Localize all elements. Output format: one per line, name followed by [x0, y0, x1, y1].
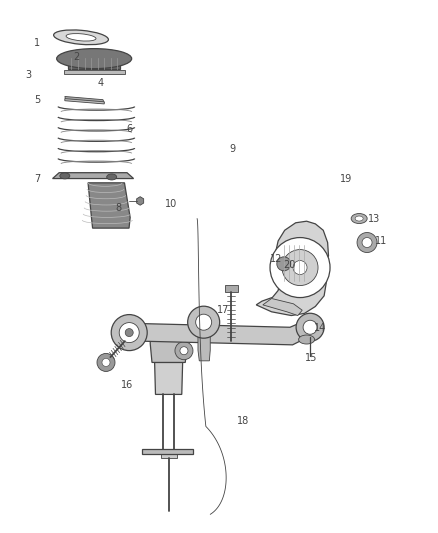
Circle shape	[187, 306, 220, 338]
Circle shape	[296, 313, 324, 341]
Text: 6: 6	[126, 124, 132, 134]
Polygon shape	[88, 183, 130, 228]
Circle shape	[282, 249, 318, 286]
Circle shape	[97, 353, 115, 372]
Text: 12: 12	[270, 254, 282, 263]
Ellipse shape	[299, 335, 314, 344]
Text: 1: 1	[34, 38, 40, 47]
Polygon shape	[198, 329, 210, 361]
Circle shape	[196, 314, 212, 330]
Polygon shape	[53, 173, 134, 179]
Text: 17: 17	[217, 305, 230, 315]
Circle shape	[303, 320, 317, 334]
Circle shape	[357, 232, 377, 253]
Text: 18: 18	[237, 416, 249, 426]
Text: 9: 9	[229, 144, 235, 154]
Circle shape	[111, 314, 147, 351]
Text: 14: 14	[314, 323, 326, 333]
Circle shape	[277, 257, 291, 271]
Ellipse shape	[60, 173, 70, 179]
Text: 20: 20	[283, 261, 295, 270]
Text: 15: 15	[305, 353, 317, 363]
Circle shape	[180, 346, 188, 355]
Polygon shape	[225, 285, 238, 292]
Text: 13: 13	[368, 214, 381, 223]
Circle shape	[362, 238, 372, 247]
Circle shape	[102, 358, 110, 367]
Ellipse shape	[107, 174, 117, 180]
Text: 4: 4	[98, 78, 104, 87]
Polygon shape	[65, 99, 104, 104]
Text: 19: 19	[340, 174, 352, 183]
Ellipse shape	[355, 216, 363, 221]
Ellipse shape	[351, 214, 367, 223]
Text: 7: 7	[34, 174, 40, 183]
Polygon shape	[64, 70, 125, 74]
Text: 10: 10	[165, 199, 177, 208]
Polygon shape	[263, 298, 302, 316]
Circle shape	[125, 328, 133, 337]
Circle shape	[175, 342, 193, 360]
Polygon shape	[155, 362, 183, 394]
Text: 5: 5	[34, 95, 40, 105]
Circle shape	[293, 261, 307, 274]
Ellipse shape	[57, 49, 132, 69]
Ellipse shape	[83, 49, 105, 58]
Ellipse shape	[66, 34, 96, 41]
Polygon shape	[139, 321, 312, 345]
Polygon shape	[65, 96, 104, 103]
Polygon shape	[142, 449, 193, 454]
Polygon shape	[256, 221, 328, 316]
Text: 2: 2	[74, 52, 80, 62]
Text: 8: 8	[115, 203, 121, 213]
Text: 11: 11	[375, 236, 387, 246]
Text: 16: 16	[121, 380, 133, 390]
Polygon shape	[137, 197, 144, 205]
Polygon shape	[161, 454, 177, 458]
Text: 3: 3	[25, 70, 32, 79]
Polygon shape	[150, 332, 187, 362]
Circle shape	[119, 322, 139, 343]
Ellipse shape	[53, 30, 109, 45]
Polygon shape	[68, 58, 120, 69]
Circle shape	[270, 238, 330, 297]
